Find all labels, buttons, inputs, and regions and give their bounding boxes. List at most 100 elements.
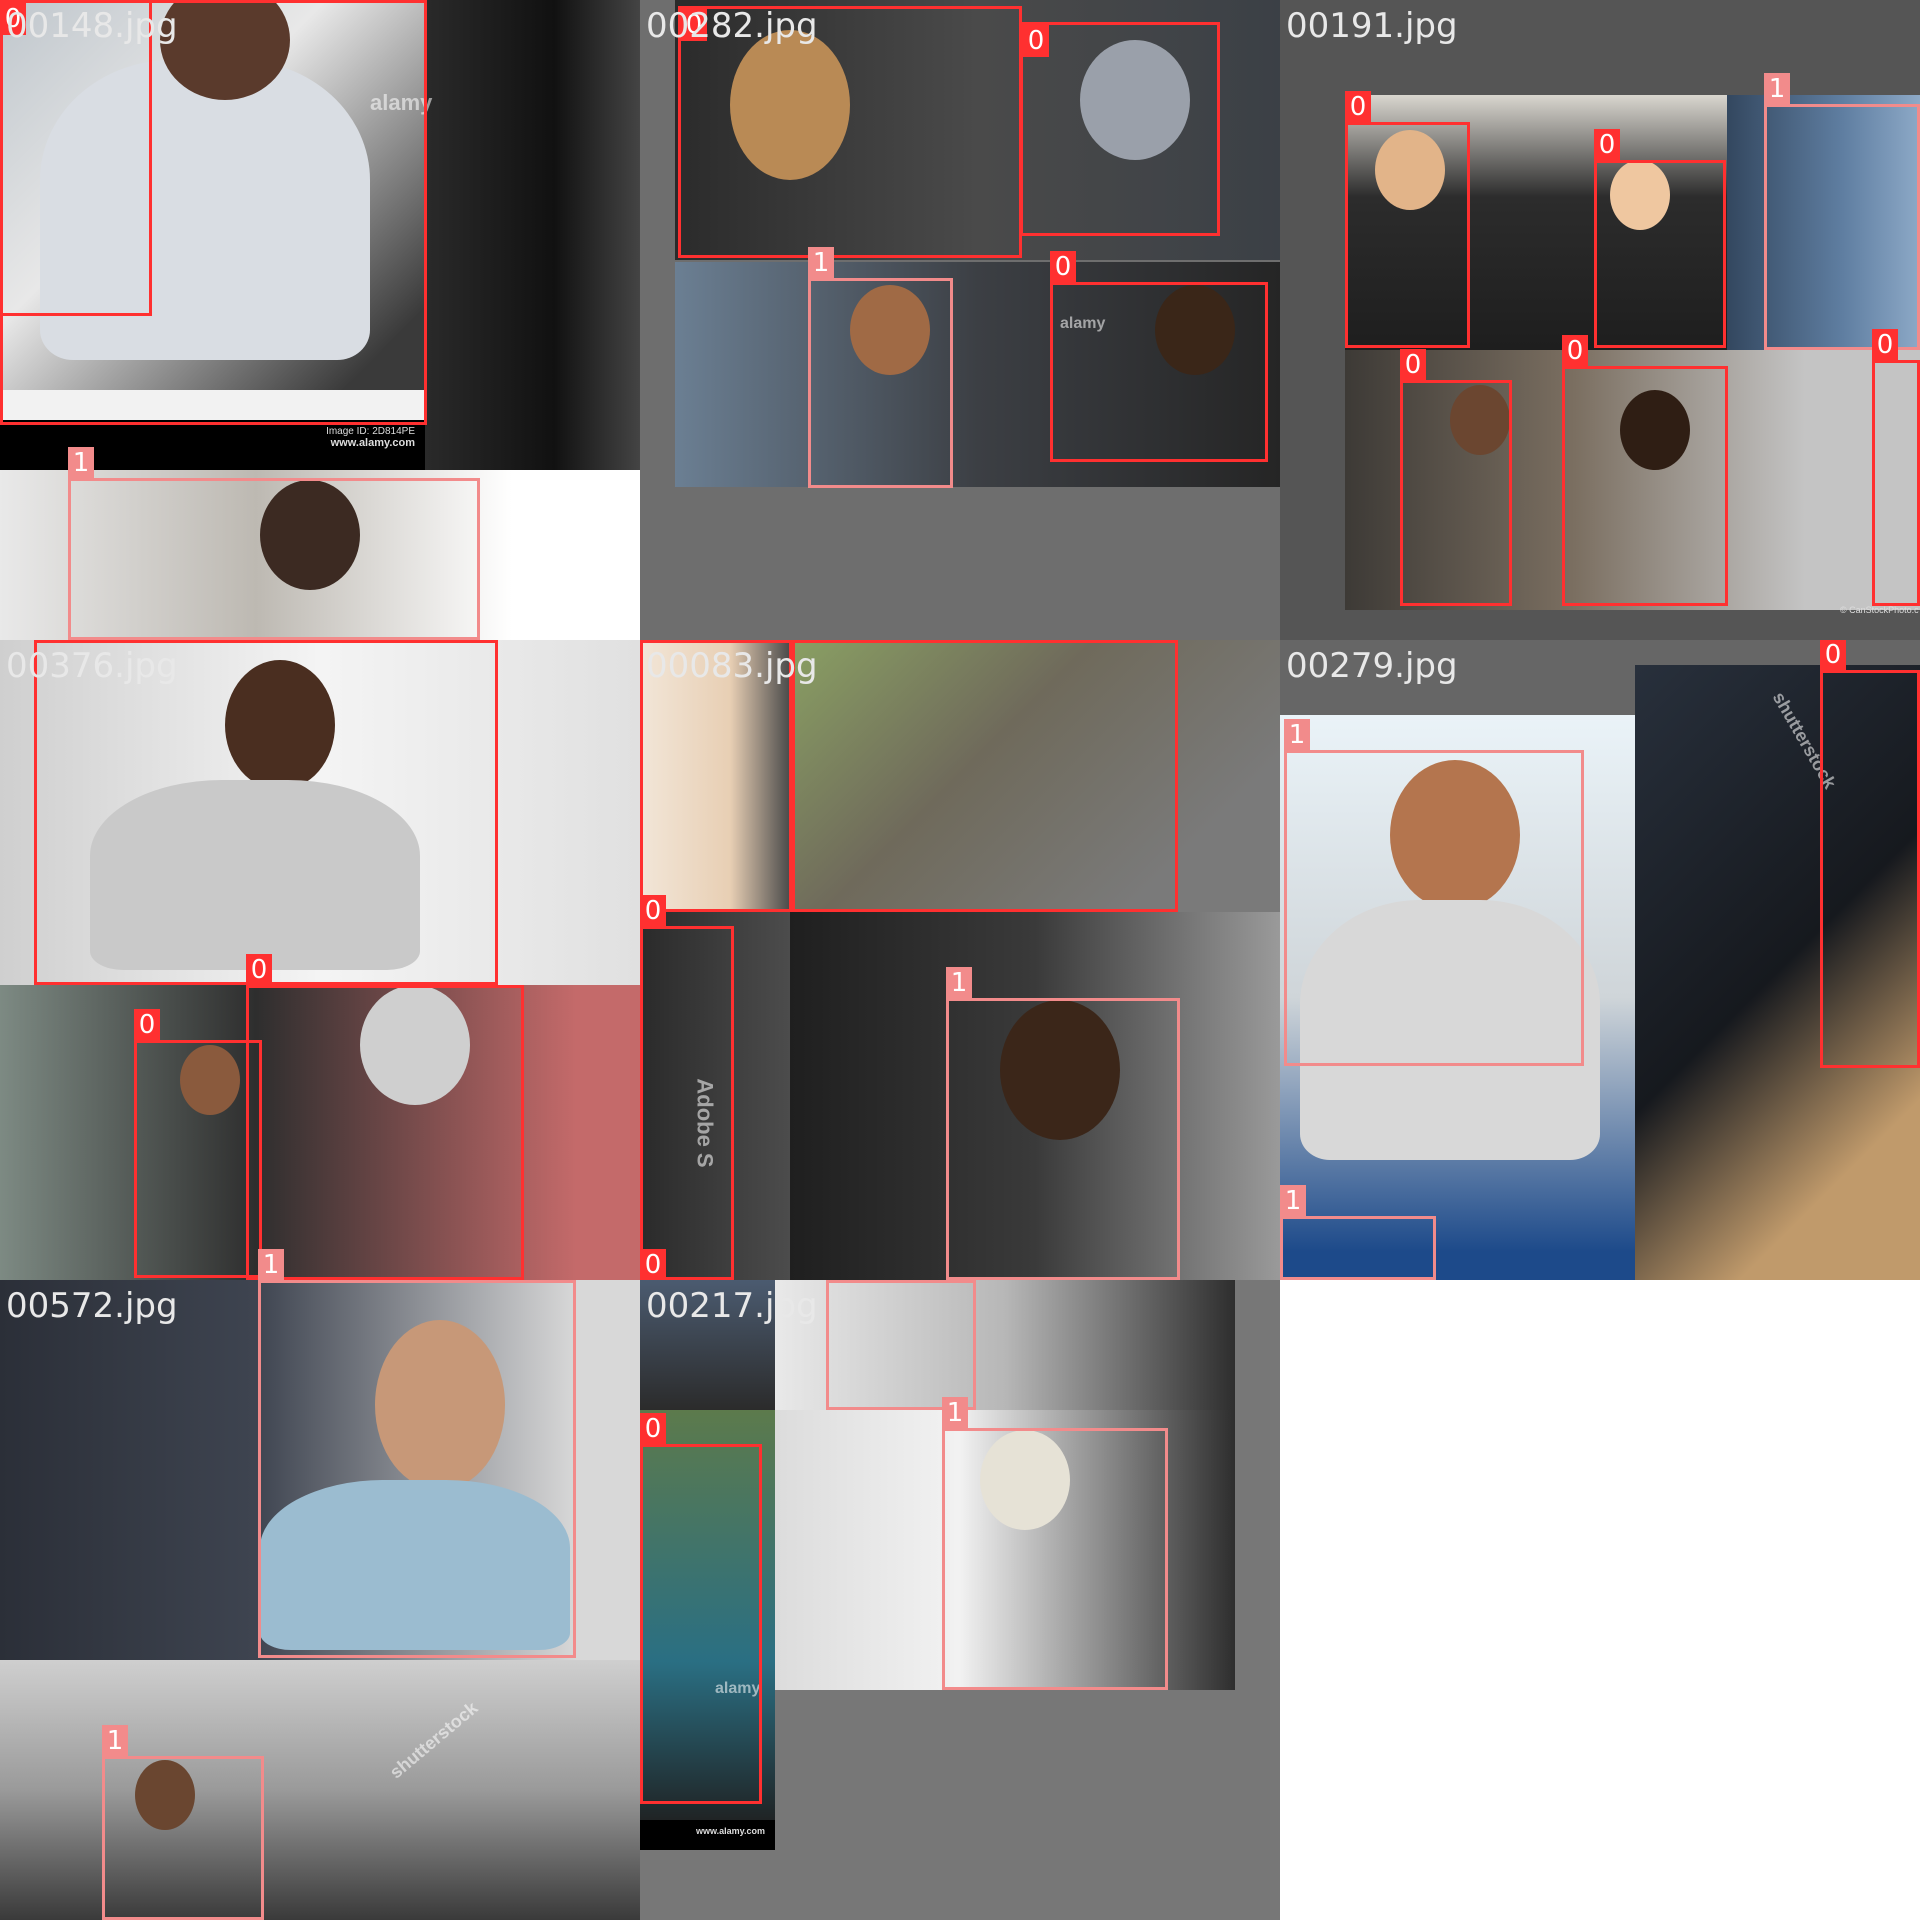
- class-label: 1: [102, 1725, 128, 1757]
- driver-head: [1390, 760, 1520, 910]
- bounding-box: 0: [134, 1009, 262, 1278]
- image-filename: 00572.jpg: [6, 1286, 178, 1326]
- driver-head: [135, 1760, 195, 1830]
- class-label: 0: [640, 895, 666, 927]
- image-filename: 00279.jpg: [1286, 646, 1458, 686]
- driver-figure: [90, 780, 420, 970]
- class-label: 1: [258, 1249, 284, 1280]
- child-head: [1610, 160, 1670, 230]
- bounding-box: 0: [1050, 251, 1268, 462]
- class-label: 0: [0, 3, 26, 35]
- driver-head: [225, 660, 335, 790]
- child-head: [1450, 385, 1510, 455]
- child-head: [1620, 390, 1690, 470]
- mosaic-cell: alamy 00282.jpg 0 0 1 0: [640, 0, 1280, 640]
- photo-tile: [1727, 95, 1920, 350]
- driver-figure: [1300, 900, 1600, 1160]
- image-filename: 00376.jpg: [6, 646, 178, 686]
- class-label: 1: [258, 1280, 284, 1281]
- empty-mosaic-slot: [1280, 1280, 1920, 1920]
- class-label: 1: [942, 1397, 968, 1429]
- photo-tile: [0, 985, 640, 1280]
- bounding-box: 0: [246, 954, 524, 1280]
- bounding-box: 1: [942, 1397, 1168, 1690]
- mosaic-cell: shutterstock 00572.jpg 1 1: [0, 1280, 640, 1920]
- image-filename: 00148.jpg: [6, 6, 178, 46]
- bounding-box: 1: [102, 1725, 264, 1920]
- photo-tile: [1635, 665, 1920, 1280]
- driver-head: [180, 1045, 240, 1115]
- photo-tile: [425, 0, 640, 470]
- bounding-box: 1: [1280, 1185, 1436, 1280]
- driver-head: [375, 1320, 505, 1490]
- stock-caption-bar: www.alamy.com: [640, 1820, 775, 1850]
- stock-watermark: alamy: [370, 90, 433, 115]
- bounding-box: 0: [1562, 335, 1728, 606]
- bounding-box: 0: [640, 895, 734, 1280]
- mosaic-cell: Image ID: 2D814PE www.alamy.com alamy 00…: [0, 0, 640, 640]
- class-label: 1: [1284, 719, 1310, 751]
- class-label: 1: [1280, 1185, 1306, 1217]
- photo-tile: [640, 640, 790, 912]
- photo-tile: [790, 640, 1280, 912]
- bounding-box: 0: [640, 1413, 762, 1804]
- passenger-head: [360, 985, 470, 1105]
- bounding-box: 0: [1020, 22, 1220, 236]
- mosaic-cell: Adobe S 00083.jpg 0 0 0 1 0: [640, 640, 1280, 1280]
- bounding-box: 0: [1345, 91, 1470, 348]
- photo-tile: [640, 1280, 775, 1410]
- mosaic-cell: © CanStockPhoto.c 00191.jpg 0 0 1 0 0 0: [1280, 0, 1920, 640]
- class-label: 0: [246, 954, 272, 986]
- bounding-box: 0: [1820, 640, 1920, 1068]
- passenger-figure: [40, 60, 370, 360]
- class-label: 1: [808, 247, 834, 279]
- bounding-box: 1: [258, 1280, 576, 1658]
- stock-url: www.alamy.com: [330, 437, 415, 449]
- driver-head: [850, 285, 930, 375]
- bounding-box: 1: [1764, 73, 1920, 350]
- driver-head: [980, 1430, 1070, 1530]
- class-label: 0: [1594, 129, 1620, 161]
- passenger-head: [1155, 285, 1235, 375]
- bounding-box: 0: [1400, 349, 1512, 606]
- image-filename: 00282.jpg: [646, 6, 818, 46]
- class-label: 0: [134, 1009, 160, 1041]
- bounding-box: 0: [1872, 329, 1920, 606]
- class-label: 0: [640, 640, 666, 641]
- bounding-box: 1: [826, 1280, 976, 1410]
- image-filename: 00083.jpg: [646, 646, 818, 686]
- driver-head: [260, 480, 360, 590]
- bounding-box: 1: [1284, 719, 1584, 1066]
- bounding-box: 0: [640, 640, 792, 912]
- class-label: 1: [68, 447, 94, 479]
- stock-watermark: alamy: [1060, 315, 1106, 332]
- child-head: [1375, 130, 1445, 210]
- bounding-box: [0, 0, 427, 425]
- class-label: 0: [1400, 349, 1426, 381]
- driver-figure: [260, 1480, 570, 1650]
- bounding-box: 0: [792, 640, 1178, 912]
- class-label: 0: [1023, 25, 1049, 57]
- stock-watermark: alamy: [715, 1680, 761, 1697]
- class-label: 1: [1764, 73, 1790, 105]
- mosaic-cell: 00376.jpg 0 0 0 1: [0, 640, 640, 1280]
- class-label: 0: [1050, 251, 1076, 283]
- class-label: 0: [1345, 91, 1371, 123]
- bounding-box: 1: [808, 247, 953, 488]
- class-label: 0: [1872, 329, 1898, 361]
- class-label: 0: [34, 640, 60, 641]
- mosaic-cell: www.alamy.com alamy 00217.jpg 1 0 1: [640, 1280, 1280, 1920]
- class-label: 0: [681, 9, 707, 41]
- image-filename: 00191.jpg: [1286, 6, 1458, 46]
- passenger-head: [1080, 40, 1190, 160]
- passenger-head: [160, 0, 290, 100]
- photo-tile: [0, 1660, 640, 1920]
- class-label: 0: [792, 640, 818, 641]
- bounding-box: 0: [1594, 129, 1726, 348]
- stock-caption-bar: Image ID: 2D814PE www.alamy.com: [0, 420, 425, 470]
- mosaic-cell: shutterstock 00279.jpg 1 0 1: [1280, 640, 1920, 1280]
- stock-url: www.alamy.com: [695, 1826, 765, 1836]
- class-label: 1: [826, 1280, 852, 1281]
- bounding-box: 0: [34, 640, 498, 985]
- passenger-head: [1000, 1000, 1120, 1140]
